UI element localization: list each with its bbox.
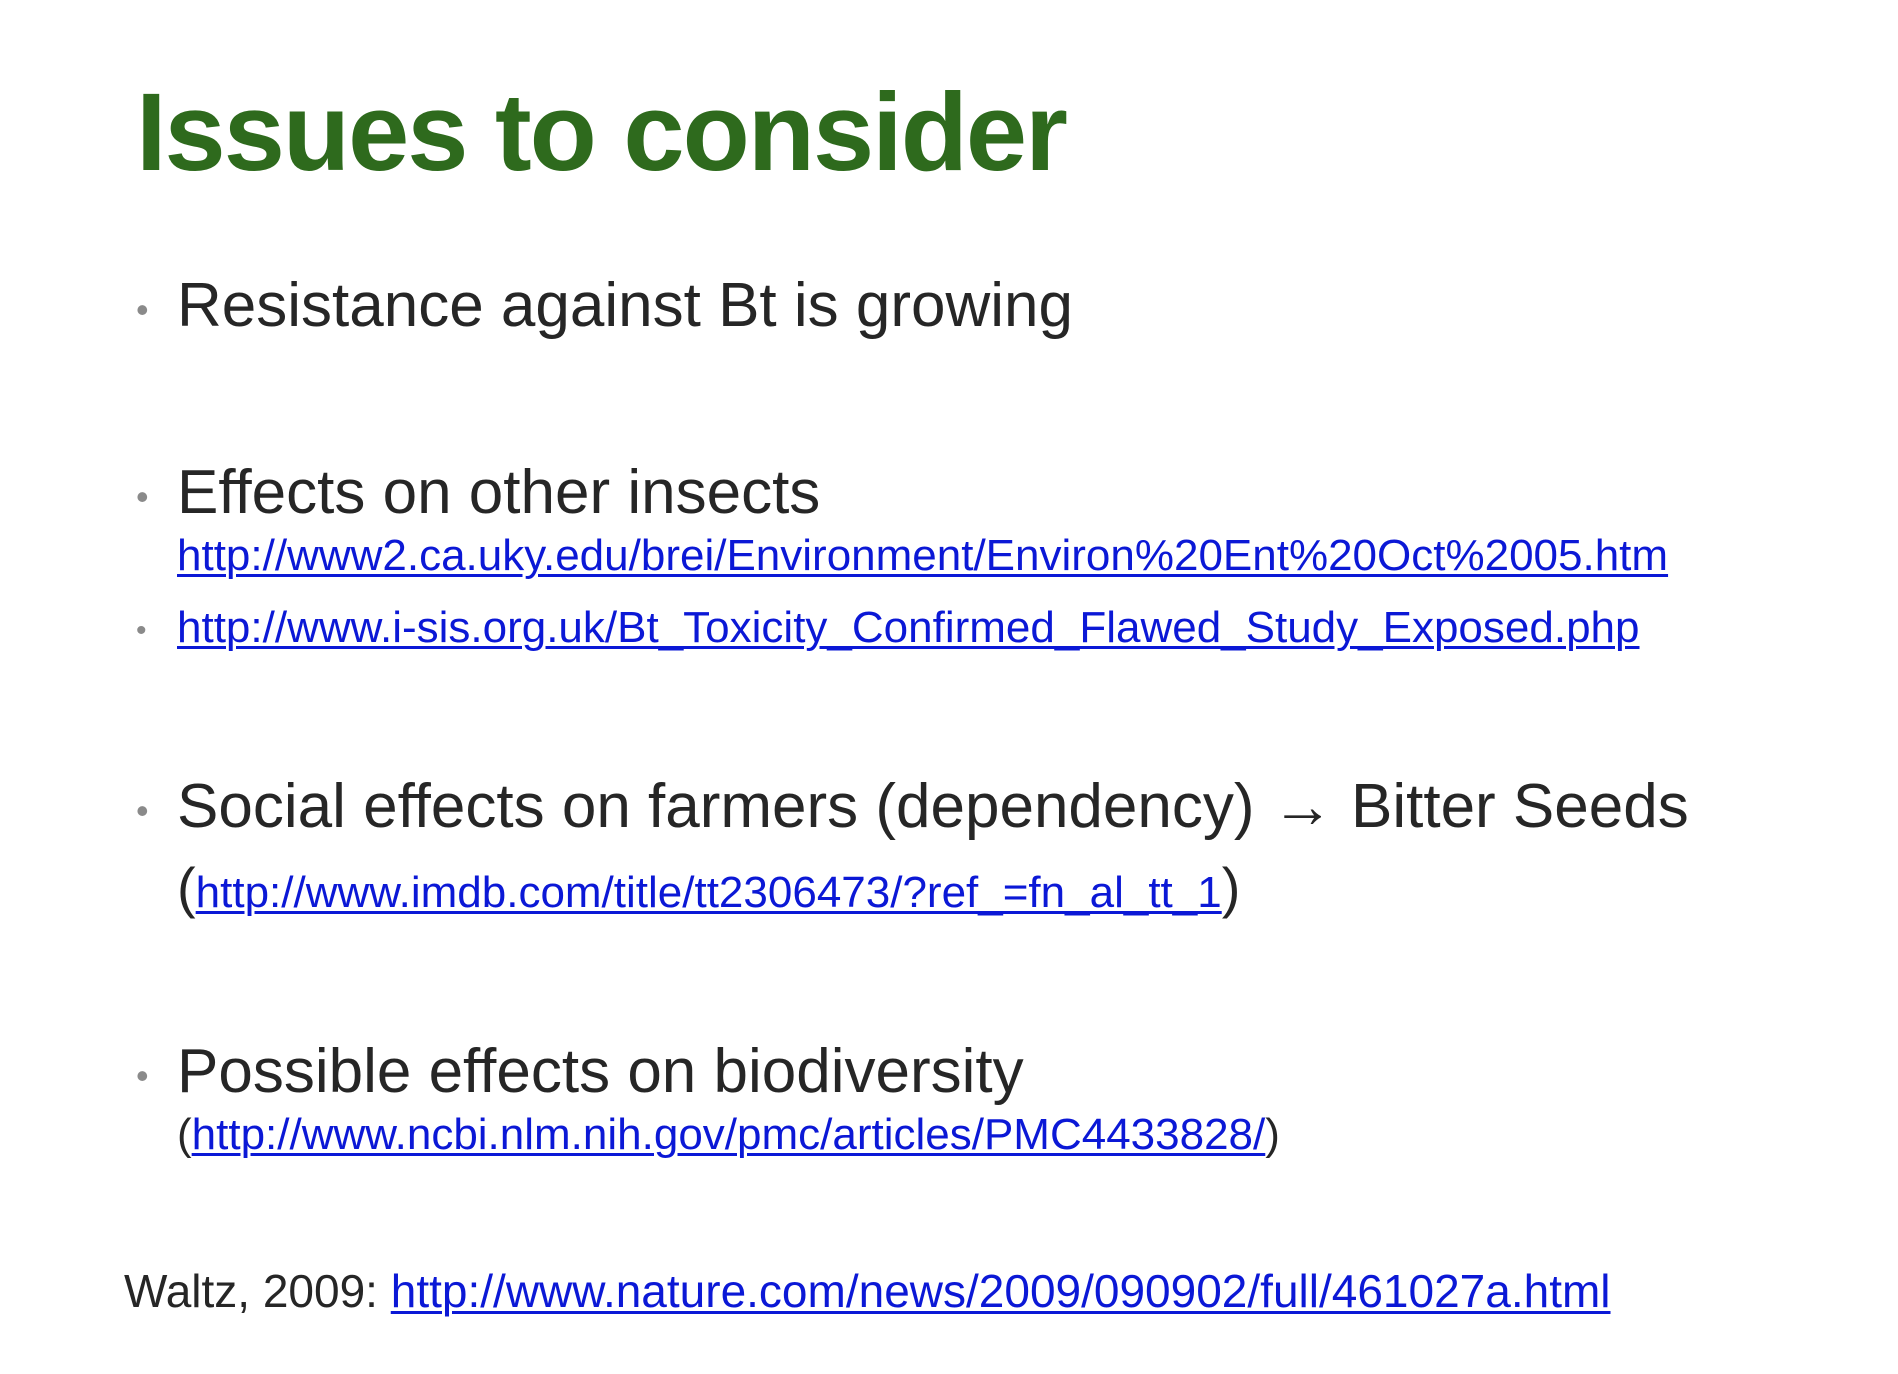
paren-close: ) [1265,1110,1280,1159]
paren-open: ( [177,856,196,919]
paren-close: ) [1221,856,1241,919]
footer-reference: Waltz, 2009: http://www.nature.com/news/… [124,1268,1611,1314]
bullet-dot: • [136,614,147,647]
paren-open: ( [177,1110,192,1159]
imdb-link-line: (http://www.imdb.com/title/tt2306473/?re… [177,860,1240,916]
link-uky-environment[interactable]: http://www2.ca.uky.edu/brei/Environment/… [177,531,1669,580]
link-ncbi-pmc[interactable]: http://www.ncbi.nlm.nih.gov/pmc/articles… [191,1110,1266,1159]
bullet-dot: • [136,476,149,517]
link-imdb-bitter-seeds[interactable]: http://www.imdb.com/title/tt2306473/?ref… [195,868,1222,917]
ncbi-link-line: (http://www.ncbi.nlm.nih.gov/pmc/article… [177,1113,1280,1157]
bullet-text: Effects on other insects [177,458,821,527]
slide-title: Issues to consider [136,71,1068,194]
link-nature-news[interactable]: http://www.nature.com/news/2009/090902/f… [390,1265,1611,1317]
arrow-icon: → [1271,772,1334,841]
footer-label: Waltz, 2009: [124,1265,378,1317]
link-isis-bt-toxicity[interactable]: http://www.i-sis.org.uk/Bt_Toxicity_Conf… [177,603,1640,652]
bullet-dot: • [136,289,149,330]
bullet-text: Resistance against Bt is growing [177,271,1074,340]
bullet-text: Possible effects on biodiversity [177,1037,1024,1106]
bullet-text-film: Bitter Seeds [1351,772,1689,841]
bullet-text: Social effects on farmers (dependency) →… [177,776,1689,838]
bullet-dot: • [136,1055,149,1096]
bullet-dot: • [136,790,149,831]
bullet-text-main: Social effects on farmers (dependency) [177,772,1255,841]
